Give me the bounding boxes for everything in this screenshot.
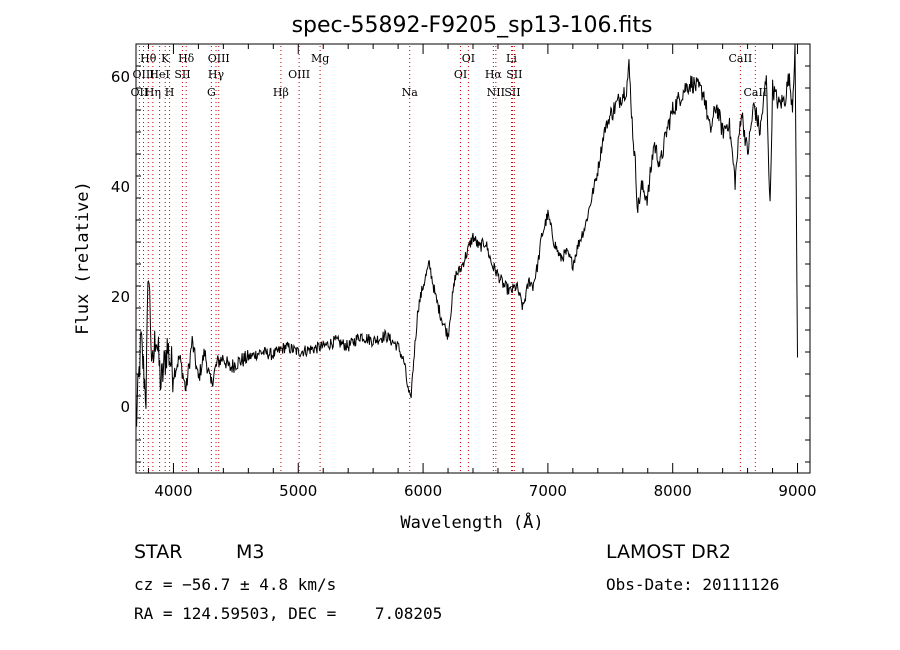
x-tick-label: 6000 [404, 482, 442, 500]
line-label: Hβ [273, 86, 289, 99]
line-label: K [161, 52, 170, 65]
line-label: SII [504, 86, 520, 99]
line-label: SII [506, 68, 522, 81]
line-label: NII [487, 86, 505, 99]
line-label: SII [174, 68, 190, 81]
line-label: Li [506, 52, 517, 65]
y-tick-label: 20 [111, 288, 130, 306]
x-axis-label: Wavelength (Å) [400, 511, 543, 533]
x-tick-label: 8000 [654, 482, 692, 500]
line-label: H [165, 86, 175, 99]
line-label: Hδ [178, 52, 195, 65]
redshift-value: cz = −56.7 ± 4.8 km/s [134, 575, 337, 594]
y-tick-label: 60 [111, 68, 130, 86]
line-label: Hγ [208, 68, 225, 81]
line-label: CaII [743, 86, 767, 99]
survey-name: LAMOST DR2 [606, 541, 731, 563]
line-label: OII [131, 86, 149, 99]
line-label: CaII [729, 52, 753, 65]
x-tick-labels: 4000 5000 6000 7000 8000 9000 [154, 482, 816, 500]
y-axis-label: Flux (relative) [73, 181, 93, 335]
observation-date: Obs-Date: 20111126 [606, 575, 780, 594]
y-tick-label: 40 [111, 178, 130, 196]
x-tick-label: 5000 [279, 482, 317, 500]
y-tick-labels: 0 20 40 60 [111, 68, 130, 416]
y-tick-label: 0 [120, 398, 130, 416]
line-label: OI [462, 52, 475, 65]
axis-ticks [136, 44, 810, 473]
line-label: OI [454, 68, 467, 81]
x-tick-label: 7000 [529, 482, 567, 500]
spectrum-chart: spec-55892-F9205_sp13-106.fits Hθ OIII OII… [73, 13, 817, 533]
line-label: G [207, 86, 216, 99]
line-label: Hα [485, 68, 503, 81]
line-label: HeI [149, 68, 169, 81]
line-label: Hθ [140, 52, 157, 65]
object-subclass: M3 [236, 541, 265, 563]
emission-line-markers [138, 46, 756, 471]
line-label: OIII [132, 68, 154, 81]
plot-frame [135, 43, 811, 474]
coordinates: RA = 124.59503, DEC = 7.08205 [134, 604, 443, 623]
x-tick-label: 4000 [154, 482, 192, 500]
line-label: Na [402, 86, 419, 99]
line-label: OIII [208, 52, 230, 65]
chart-title: spec-55892-F9205_sp13-106.fits [292, 13, 653, 38]
x-tick-label: 9000 [778, 482, 816, 500]
spectrum-line [135, 43, 798, 427]
line-label: OIII [288, 68, 310, 81]
object-class: STAR [134, 541, 183, 563]
line-label: Hη [145, 86, 161, 99]
line-label: Mg [311, 52, 329, 65]
